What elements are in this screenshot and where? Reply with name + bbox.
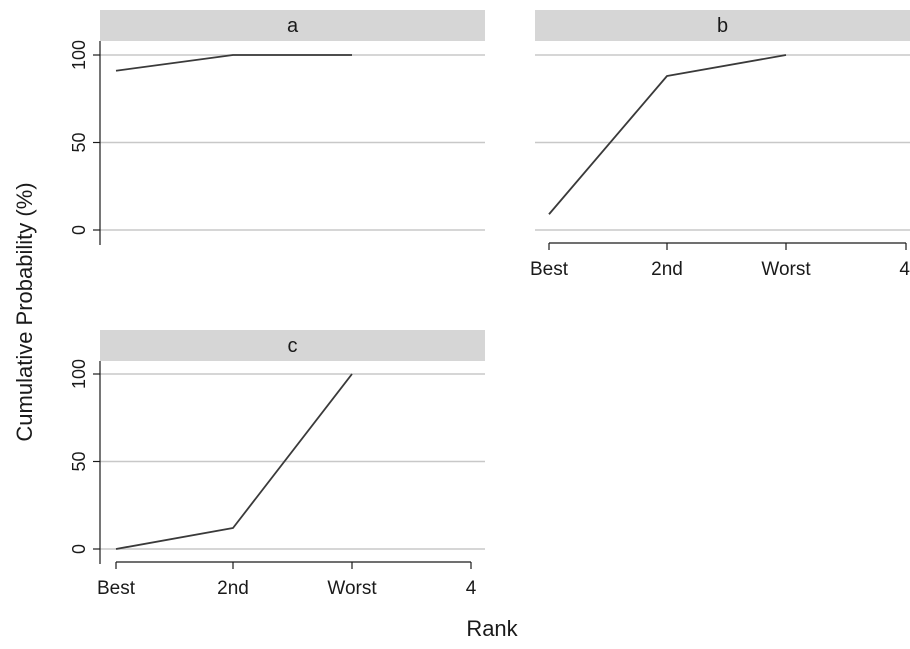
panel-c-x-tick-label-1: 2nd [217,578,249,599]
panel-c-header [100,330,485,361]
panel-c-series-line [115,373,353,550]
panel-a-title: a [287,15,299,37]
panel-a-series-line [115,54,352,72]
panel-b-title: b [717,15,728,37]
panel-c-title: c [288,335,298,357]
panel-c-x-tick-label-0: Best [97,578,136,599]
panel-a-y-tick-label-0: 0 [69,225,89,235]
panels: a 0 50 100 b Best 2nd Worst 4 c 0 50 100 Best 2nd Worst… [69,10,910,599]
panel-b-x-tick-label-2: Worst [761,259,811,280]
panel-b-x-tick-label-1: 2nd [651,259,683,280]
panel-c-x-tick-label-3: 4 [466,578,477,599]
panel-b-series-line [548,54,787,215]
panel-c: c 0 50 100 Best 2nd Worst 4 [69,330,485,599]
panel-b-x-tick-label-3: 4 [899,259,910,280]
panel-a-y-tick-label-50: 50 [69,132,89,152]
panel-a: a 0 50 100 [69,10,485,245]
panel-b-header [535,10,910,41]
panel-c-x-tick-label-2: Worst [327,578,377,599]
panel-c-y-tick-label-0: 0 [69,544,89,554]
y-axis-label: Cumulative Probability (%) [12,182,37,441]
panel-c-y-tick-label-100: 100 [69,359,89,389]
x-axis-label: Rank [466,616,518,641]
panel-b-x-tick-label-0: Best [530,259,569,280]
panel-a-header [100,10,485,41]
panel-c-y-tick-label-50: 50 [69,451,89,471]
panel-a-y-tick-label-100: 100 [69,40,89,70]
panel-b: b Best 2nd Worst 4 [530,10,910,280]
